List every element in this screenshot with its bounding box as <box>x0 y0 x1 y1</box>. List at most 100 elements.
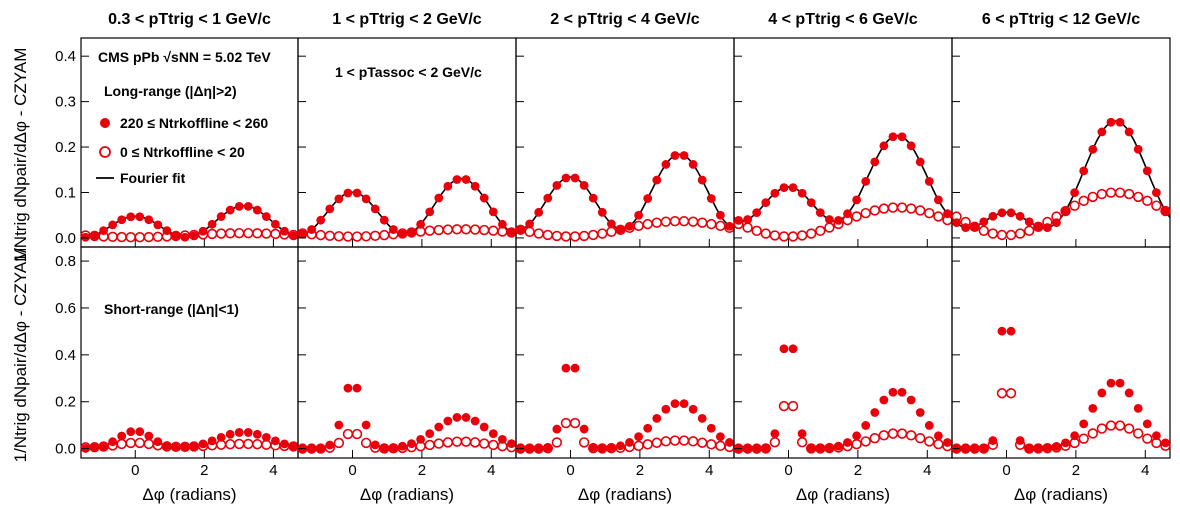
point-low-mult-long <box>524 226 535 237</box>
point-high-mult-long <box>761 198 771 208</box>
point-high-mult-short <box>162 441 172 450</box>
column-title: 2 < pTtrig < 4 GeV/c <box>550 11 699 28</box>
point-high-mult-short <box>743 444 753 454</box>
y-tick-label-bottom: 0.4 <box>55 347 76 364</box>
point-high-mult-long <box>597 207 607 217</box>
point-high-mult-long <box>906 141 916 151</box>
point-low-mult-short <box>642 439 653 450</box>
point-low-mult-long <box>678 215 690 227</box>
point-high-mult-short <box>280 439 289 449</box>
point-high-mult-long <box>135 212 145 222</box>
y-tick-label-top: 0.2 <box>55 139 76 156</box>
point-low-mult-short <box>896 428 908 439</box>
point-low-mult-long <box>851 211 862 222</box>
point-low-mult-long <box>107 231 118 243</box>
point-low-mult-long <box>1151 200 1162 211</box>
point-high-mult-long <box>144 215 154 225</box>
point-high-mult-short <box>588 442 598 452</box>
point-low-mult-long <box>1087 191 1098 203</box>
point-high-mult-short <box>706 423 716 433</box>
point-low-mult-long <box>379 229 390 241</box>
point-low-mult-short <box>243 438 254 450</box>
point-high-mult-short <box>252 429 262 439</box>
point-high-mult-short <box>1151 431 1161 441</box>
point-low-mult-short <box>460 436 472 447</box>
point-high-mult-long <box>1042 223 1052 232</box>
point-low-mult-long <box>442 224 454 235</box>
point-low-mult-long <box>996 229 1008 241</box>
point-high-mult-long <box>970 222 980 231</box>
point-low-mult-long <box>433 224 444 236</box>
legend-marker-low-mult <box>99 146 111 158</box>
point-high-mult-short <box>906 395 916 405</box>
point-high-mult-short <box>1115 378 1125 388</box>
point-low-mult-long <box>116 231 127 243</box>
point-high-mult-long <box>843 209 852 219</box>
point-high-mult-short <box>461 413 471 422</box>
point-high-mult-long <box>725 221 734 231</box>
point-high-mult-long <box>379 215 389 225</box>
point-low-mult-long <box>261 228 272 239</box>
point-low-mult-short <box>488 439 499 451</box>
point-low-mult-short <box>778 400 790 412</box>
point-high-mult-long <box>534 207 544 217</box>
point-low-mult-long <box>742 222 753 233</box>
y-tick-label-bottom: 0.2 <box>55 394 76 411</box>
point-high-mult-long <box>1115 117 1125 127</box>
point-high-mult-short <box>679 399 689 409</box>
point-high-mult-long <box>625 221 634 231</box>
legend-label-fit: Fourier fit <box>120 170 186 186</box>
point-high-mult-short <box>289 441 298 451</box>
point-low-mult-long <box>224 228 236 239</box>
point-high-mult-short <box>1033 444 1043 453</box>
point-high-mult-short <box>99 441 109 451</box>
point-low-mult-short <box>660 436 672 447</box>
point-high-mult-short <box>1070 431 1080 441</box>
point-high-mult-long <box>434 193 444 203</box>
point-low-mult-short <box>996 388 1008 399</box>
point-high-mult-long <box>189 231 199 241</box>
point-high-mult-short <box>670 399 680 409</box>
point-low-mult-long <box>1105 187 1117 198</box>
point-high-mult-long <box>171 230 181 240</box>
point-low-mult-short <box>333 437 345 449</box>
point-low-mult-short <box>697 437 708 448</box>
point-high-mult-short <box>843 438 852 447</box>
point-low-mult-short <box>551 437 563 448</box>
y-tick-label-bottom: 0.6 <box>55 300 76 317</box>
point-high-mult-long <box>552 181 562 190</box>
point-low-mult-short <box>116 438 127 450</box>
point-low-mult-long <box>551 230 563 242</box>
point-low-mult-long <box>633 220 644 232</box>
point-high-mult-long <box>897 132 907 142</box>
panel-frame-bottom <box>515 246 735 459</box>
point-low-mult-long <box>887 202 899 213</box>
point-high-mult-long <box>661 160 671 169</box>
point-low-mult-long <box>1069 200 1080 211</box>
point-high-mult-short <box>497 435 507 444</box>
point-high-mult-short <box>597 443 607 453</box>
point-high-mult-short <box>307 444 317 454</box>
point-low-mult-long <box>324 230 335 241</box>
point-high-mult-long <box>779 183 789 193</box>
y-axis-title-bottom: 1/Ntrig dNpair/dΔφ - CZYAM <box>11 248 30 463</box>
point-high-mult-long <box>180 232 190 242</box>
point-low-mult-short <box>633 440 644 452</box>
point-low-mult-long <box>860 207 871 219</box>
point-low-mult-long <box>878 203 890 214</box>
point-high-mult-long <box>398 229 407 239</box>
point-low-mult-long <box>252 228 263 239</box>
point-low-mult-long <box>215 228 227 239</box>
point-high-mult-long <box>416 219 426 229</box>
point-high-mult-short <box>661 404 671 414</box>
point-low-mult-short <box>560 417 572 429</box>
point-high-mult-long <box>525 219 535 229</box>
point-low-mult-short <box>451 436 463 447</box>
point-high-mult-long <box>806 198 816 208</box>
point-high-mult-short <box>761 443 771 453</box>
point-high-mult-long <box>616 224 625 234</box>
point-low-mult-short <box>787 400 799 412</box>
column-title: 4 < pTtrig < 6 GeV/c <box>768 11 917 28</box>
point-high-mult-long <box>815 208 825 217</box>
assoc-label: 1 < pTassoc < 2 GeV/c <box>335 64 482 80</box>
